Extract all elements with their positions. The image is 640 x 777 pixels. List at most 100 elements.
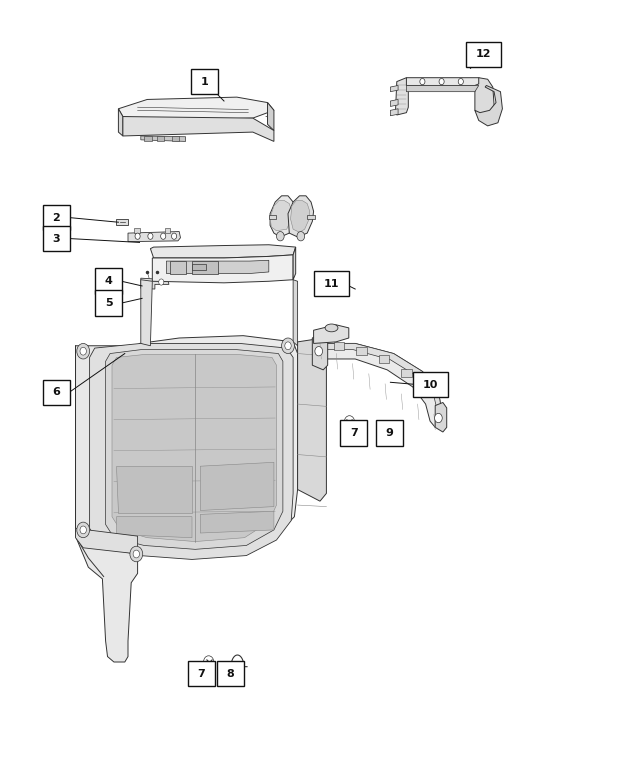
Text: 1: 1 bbox=[201, 77, 209, 86]
Polygon shape bbox=[390, 99, 398, 106]
Polygon shape bbox=[406, 85, 479, 92]
FancyBboxPatch shape bbox=[191, 68, 218, 94]
FancyBboxPatch shape bbox=[466, 41, 501, 67]
Polygon shape bbox=[307, 215, 315, 219]
Circle shape bbox=[148, 233, 153, 239]
Circle shape bbox=[130, 546, 143, 562]
Circle shape bbox=[77, 343, 90, 359]
Text: 10: 10 bbox=[423, 380, 438, 389]
Polygon shape bbox=[116, 466, 192, 513]
Circle shape bbox=[161, 233, 166, 239]
Polygon shape bbox=[288, 196, 314, 237]
Polygon shape bbox=[475, 78, 494, 115]
Polygon shape bbox=[157, 136, 164, 141]
Text: 11: 11 bbox=[324, 279, 339, 288]
Text: 2: 2 bbox=[52, 213, 60, 222]
Circle shape bbox=[276, 232, 284, 241]
Polygon shape bbox=[200, 511, 274, 533]
Polygon shape bbox=[128, 232, 180, 242]
Polygon shape bbox=[334, 342, 344, 350]
Polygon shape bbox=[150, 245, 296, 258]
Polygon shape bbox=[134, 228, 140, 233]
Polygon shape bbox=[293, 280, 298, 346]
Polygon shape bbox=[475, 85, 502, 126]
Circle shape bbox=[80, 526, 86, 534]
Text: 12: 12 bbox=[476, 50, 491, 59]
Polygon shape bbox=[268, 103, 274, 131]
FancyBboxPatch shape bbox=[340, 420, 367, 446]
FancyBboxPatch shape bbox=[43, 225, 70, 252]
Polygon shape bbox=[314, 343, 442, 427]
Circle shape bbox=[80, 347, 86, 355]
Polygon shape bbox=[118, 109, 123, 136]
Text: 4: 4 bbox=[105, 277, 113, 286]
Polygon shape bbox=[192, 261, 218, 274]
Circle shape bbox=[435, 413, 442, 423]
Polygon shape bbox=[298, 338, 326, 501]
Polygon shape bbox=[141, 278, 169, 289]
Polygon shape bbox=[116, 219, 128, 225]
Polygon shape bbox=[123, 117, 274, 141]
Polygon shape bbox=[356, 347, 367, 355]
Polygon shape bbox=[270, 200, 292, 231]
Polygon shape bbox=[76, 528, 138, 553]
Polygon shape bbox=[112, 354, 276, 542]
Circle shape bbox=[285, 342, 291, 350]
Circle shape bbox=[172, 233, 177, 239]
Circle shape bbox=[159, 279, 164, 285]
Polygon shape bbox=[138, 336, 298, 556]
FancyBboxPatch shape bbox=[217, 660, 244, 687]
Polygon shape bbox=[314, 325, 349, 343]
FancyBboxPatch shape bbox=[43, 205, 70, 230]
Polygon shape bbox=[380, 420, 389, 429]
Circle shape bbox=[133, 550, 140, 558]
Ellipse shape bbox=[325, 324, 338, 332]
Polygon shape bbox=[269, 215, 276, 219]
Polygon shape bbox=[317, 343, 442, 416]
Polygon shape bbox=[401, 369, 412, 377]
Polygon shape bbox=[192, 264, 206, 270]
FancyBboxPatch shape bbox=[95, 268, 122, 294]
Polygon shape bbox=[172, 136, 179, 141]
Text: 7: 7 bbox=[350, 428, 358, 437]
Polygon shape bbox=[170, 261, 186, 274]
Polygon shape bbox=[116, 517, 192, 538]
Polygon shape bbox=[312, 333, 328, 370]
Circle shape bbox=[135, 233, 140, 239]
Polygon shape bbox=[406, 78, 483, 85]
Polygon shape bbox=[90, 343, 293, 559]
Polygon shape bbox=[390, 109, 398, 116]
Polygon shape bbox=[76, 346, 140, 662]
FancyBboxPatch shape bbox=[314, 270, 349, 296]
Polygon shape bbox=[118, 97, 274, 120]
Polygon shape bbox=[166, 260, 269, 274]
Polygon shape bbox=[152, 255, 293, 283]
Polygon shape bbox=[141, 280, 152, 346]
FancyBboxPatch shape bbox=[43, 380, 70, 406]
Circle shape bbox=[297, 232, 305, 241]
Polygon shape bbox=[200, 462, 274, 510]
Polygon shape bbox=[435, 402, 447, 432]
Polygon shape bbox=[106, 350, 283, 549]
FancyBboxPatch shape bbox=[188, 660, 215, 687]
Polygon shape bbox=[396, 78, 408, 115]
Circle shape bbox=[77, 522, 90, 538]
Text: 7: 7 bbox=[198, 669, 205, 678]
Polygon shape bbox=[270, 196, 296, 237]
Text: 6: 6 bbox=[52, 388, 60, 397]
FancyBboxPatch shape bbox=[413, 372, 449, 398]
Polygon shape bbox=[293, 247, 296, 280]
Text: 8: 8 bbox=[227, 669, 234, 678]
Circle shape bbox=[315, 347, 323, 356]
FancyBboxPatch shape bbox=[95, 290, 122, 315]
Polygon shape bbox=[165, 228, 170, 233]
Circle shape bbox=[282, 338, 294, 354]
Polygon shape bbox=[379, 355, 389, 363]
Polygon shape bbox=[144, 136, 152, 141]
Circle shape bbox=[439, 78, 444, 85]
Text: 5: 5 bbox=[105, 298, 113, 308]
Polygon shape bbox=[390, 85, 398, 92]
Text: 3: 3 bbox=[52, 234, 60, 243]
Circle shape bbox=[458, 78, 463, 85]
Polygon shape bbox=[141, 136, 186, 141]
